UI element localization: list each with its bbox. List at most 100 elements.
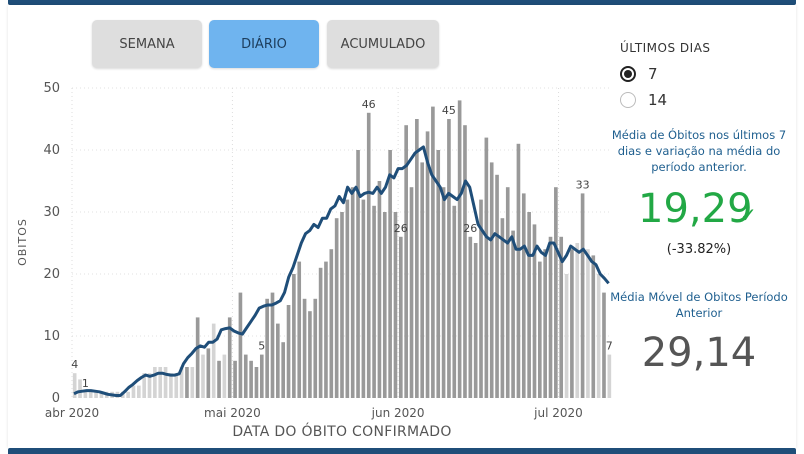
daily-deaths-chart: 41 5 46 26 45 26 33 7 0 10 20 30 40 50 abr 2020 mai 2… (16, 81, 613, 440)
bar (543, 249, 547, 398)
bar-label: 33 (576, 178, 590, 191)
bar (393, 212, 398, 398)
bar (500, 218, 505, 398)
bar (83, 391, 88, 398)
tab-semana[interactable]: SEMANA (92, 20, 202, 68)
bar (137, 385, 141, 398)
bar (88, 391, 93, 398)
bar (570, 249, 574, 398)
bar (94, 391, 98, 398)
bar (447, 119, 451, 398)
previous-period-value: 29,14 (641, 330, 757, 376)
bar (281, 342, 286, 398)
bar (158, 367, 163, 398)
bottom-frame-bar (8, 448, 796, 454)
bar (195, 317, 200, 398)
bar (554, 187, 558, 398)
y-axis-ticks: 0 10 20 30 40 50 (43, 81, 60, 406)
bar (532, 224, 537, 398)
bar (126, 391, 130, 398)
x-axis-title: DATA DO ÓBITO CONFIRMADO (232, 422, 451, 440)
bar (489, 162, 494, 398)
y-tick-label: 20 (43, 267, 60, 282)
x-axis-ticks: abr 2020 mai 2020 jun 2020 jul 2020 (45, 406, 583, 420)
bar (345, 199, 350, 398)
bar (463, 125, 467, 398)
bar (484, 137, 489, 398)
y-axis-title: OBITOS (16, 218, 29, 266)
bar (238, 292, 243, 398)
bar (169, 373, 173, 398)
bar (147, 373, 152, 398)
bar (276, 323, 280, 398)
bar (249, 360, 253, 398)
bar (452, 205, 457, 398)
bar (265, 298, 269, 398)
radio-7-days[interactable] (620, 66, 636, 82)
bar (559, 236, 564, 398)
bar (607, 354, 612, 398)
bar (201, 354, 205, 398)
bar (259, 354, 264, 398)
bar (431, 106, 435, 398)
bar (350, 187, 355, 398)
bar (313, 298, 318, 398)
bar (479, 199, 483, 398)
moving-average-line (73, 145, 610, 397)
bar (564, 274, 569, 398)
average-value: 19,29 (638, 186, 753, 232)
bar-label: 1 (82, 377, 89, 390)
bar (409, 187, 414, 398)
bar (254, 367, 259, 398)
x-tick-label: jul 2020 (533, 406, 583, 420)
bar (538, 261, 542, 398)
bar (366, 112, 371, 399)
average-change: (-33.82%) (666, 242, 732, 257)
bar (527, 212, 531, 398)
top-frame-bar (8, 0, 796, 5)
bar (243, 354, 248, 398)
bar (441, 187, 446, 398)
bar-label: 26 (394, 222, 408, 235)
bar (436, 150, 441, 398)
y-tick-label: 50 (43, 81, 60, 96)
bar-label: 46 (362, 98, 376, 111)
bar (602, 292, 606, 398)
radio-14-days[interactable] (620, 92, 636, 108)
average-description: Média de Óbitos nos últimos 7 dias e var… (611, 128, 787, 174)
tab-acumulado[interactable]: ACUMULADO (327, 20, 439, 68)
bar (174, 373, 179, 398)
tab-diario[interactable]: DIÁRIO (209, 20, 319, 68)
bar (575, 243, 580, 398)
bar (398, 236, 403, 398)
bar (329, 249, 334, 398)
bar (468, 236, 473, 398)
x-tick-label: mai 2020 (204, 406, 261, 420)
bar (206, 348, 211, 398)
bar (99, 391, 104, 398)
y-tick-label: 0 (52, 391, 60, 406)
bar (318, 267, 323, 398)
bar (516, 143, 521, 398)
bar-label: 7 (606, 340, 613, 353)
bar (591, 255, 596, 398)
bar (324, 261, 328, 398)
bar (420, 162, 425, 398)
bar (297, 261, 302, 398)
bar (457, 100, 462, 399)
bar-series (72, 100, 612, 399)
bar-label: 26 (463, 222, 477, 235)
y-tick-label: 30 (43, 205, 60, 220)
bar (356, 150, 360, 398)
bar (361, 199, 366, 398)
y-tick-label: 40 (43, 143, 60, 158)
bar (190, 367, 195, 398)
bar (596, 274, 601, 398)
bar (334, 218, 339, 398)
check-icon: ✓ (740, 203, 757, 227)
bar (415, 119, 419, 398)
previous-period-label: Média Móvel de Obitos Período Anterior (610, 290, 788, 320)
bar (404, 125, 408, 398)
bar (340, 212, 344, 398)
bar (78, 379, 82, 398)
